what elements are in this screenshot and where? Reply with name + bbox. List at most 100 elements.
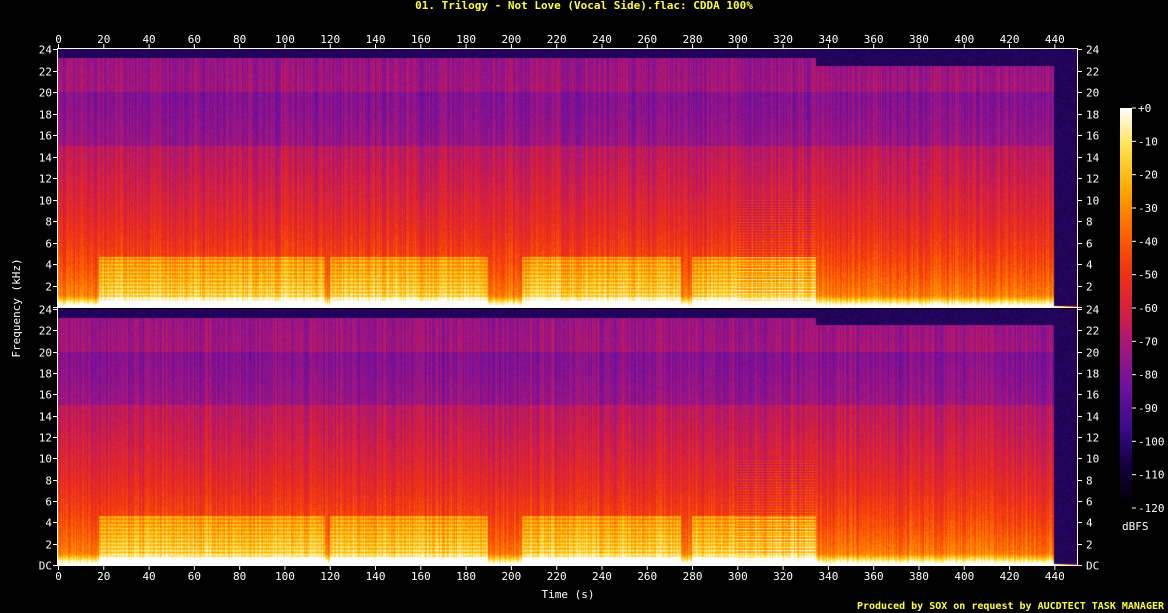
- x-tick-label: 320: [773, 570, 793, 583]
- x-tick-label: 240: [592, 33, 612, 46]
- x-tick-label: 40: [142, 570, 155, 583]
- x-tick-label: 300: [728, 570, 748, 583]
- y-tick-label: 16: [1086, 389, 1099, 402]
- spectrogram-channel-1: [58, 49, 1077, 307]
- y-tick-label: 24: [39, 304, 53, 317]
- y-tick-label: 2: [45, 539, 52, 552]
- x-tick-label: 400: [954, 33, 974, 46]
- x-axis-top: 0 20 40 60 80 100 120 140 160 180 200 220 240 260 280 3…: [55, 33, 1065, 48]
- y-tick-label: 4: [1086, 259, 1093, 272]
- x-tick-label: 260: [637, 570, 657, 583]
- y-tick-label: 22: [1086, 66, 1099, 79]
- colorbar-tick-label: -30: [1138, 202, 1158, 215]
- colorbar-tick-label: -100: [1138, 435, 1165, 448]
- y-tick-label: 22: [39, 325, 52, 338]
- y-tick-label: 4: [45, 259, 52, 272]
- x-tick-label: 440: [1045, 33, 1065, 46]
- y-tick-label: 2: [1086, 539, 1093, 552]
- x-tick-label: 340: [818, 33, 838, 46]
- x-tick-label: 260: [637, 33, 657, 46]
- x-tick-label: 0: [55, 33, 62, 46]
- y-tick-label: DC: [1086, 560, 1099, 573]
- x-tick-label: 320: [773, 33, 793, 46]
- y-tick-label: 22: [39, 66, 52, 79]
- y-tick-label: 12: [39, 173, 52, 186]
- y-tick-label: 2: [45, 281, 52, 294]
- y-tick-label: 14: [39, 411, 53, 424]
- y-tick-label: 18: [39, 368, 52, 381]
- x-tick-label: 0: [55, 570, 62, 583]
- x-tick-label: 140: [366, 570, 386, 583]
- x-tick-label: 380: [909, 570, 929, 583]
- colorbar-tick-label: -20: [1138, 169, 1158, 182]
- y-tick-label: 12: [39, 432, 52, 445]
- y-tick-label: 16: [39, 389, 52, 402]
- y-tick-label: 12: [1086, 432, 1099, 445]
- x-tick-label: 240: [592, 570, 612, 583]
- y-tick-label: 18: [39, 109, 52, 122]
- y-tick-label: 24: [39, 44, 53, 57]
- x-tick-label: 200: [501, 570, 521, 583]
- y-tick-label: 18: [1086, 109, 1099, 122]
- y-tick-label: 20: [39, 87, 52, 100]
- y-tick-label: 14: [1086, 411, 1100, 424]
- y-tick-label: DC: [39, 560, 52, 573]
- x-tick-label: 80: [233, 570, 246, 583]
- x-tick-label: 400: [954, 570, 974, 583]
- x-tick-label: 100: [275, 33, 295, 46]
- colorbar-tick-label: -90: [1138, 402, 1158, 415]
- x-tick-label: 20: [97, 33, 110, 46]
- y-tick-label: 8: [1086, 216, 1093, 229]
- x-tick-label: 220: [547, 570, 567, 583]
- y-tick-label: 4: [1086, 517, 1093, 530]
- y-tick-label: 16: [39, 130, 52, 143]
- spectrogram-images: [58, 49, 1077, 565]
- y-tick-label: 2: [1086, 281, 1093, 294]
- x-tick-label: 160: [411, 570, 431, 583]
- x-tick-label: 60: [188, 33, 201, 46]
- y-tick-label: 20: [1086, 87, 1099, 100]
- y-axis-label: Frequency (kHz): [10, 258, 23, 357]
- x-tick-label: 440: [1045, 570, 1065, 583]
- colorbar-tick-label: -120: [1138, 502, 1165, 515]
- x-tick-label: 300: [728, 33, 748, 46]
- colorbar-tick-label: -50: [1138, 269, 1158, 282]
- y-tick-label: 10: [1086, 195, 1099, 208]
- x-tick-label: 20: [97, 570, 110, 583]
- colorbar-label: dBFS: [1122, 520, 1149, 533]
- colorbar-tick-label: +0: [1138, 102, 1151, 115]
- colorbar: [1120, 108, 1132, 508]
- y-tick-label: 8: [1086, 475, 1093, 488]
- y-tick-label: 6: [1086, 238, 1093, 251]
- colorbar-ticks: +0 -10 -20 -30 -40 -50 -60 -70 -80 -90 -100 -110 -12…: [1132, 102, 1165, 515]
- y-tick-label: 24: [1086, 304, 1100, 317]
- x-tick-label: 100: [275, 570, 295, 583]
- y-tick-label: 8: [45, 216, 52, 229]
- y-tick-label: 12: [1086, 173, 1099, 186]
- y-tick-label: 16: [1086, 130, 1099, 143]
- x-tick-label: 180: [456, 33, 476, 46]
- x-tick-label: 120: [320, 33, 340, 46]
- x-tick-label: 200: [501, 33, 521, 46]
- colorbar-tick-label: -110: [1138, 469, 1165, 482]
- x-tick-label: 340: [818, 570, 838, 583]
- plot-frame: [57, 48, 1078, 566]
- chart-title: 01. Trilogy - Not Love (Vocal Side).flac…: [415, 0, 753, 12]
- x-tick-label: 220: [547, 33, 567, 46]
- y-tick-label: 6: [45, 496, 52, 509]
- x-tick-label: 120: [320, 570, 340, 583]
- y-tick-label: 22: [1086, 325, 1099, 338]
- x-tick-label: 80: [233, 33, 246, 46]
- y-tick-label: 6: [1086, 496, 1093, 509]
- y-tick-label: 10: [39, 453, 52, 466]
- x-tick-label: 280: [683, 33, 703, 46]
- x-tick-label: 420: [1000, 33, 1020, 46]
- y-tick-label: 20: [39, 347, 52, 360]
- y-tick-label: 10: [1086, 453, 1099, 466]
- y-tick-label: 14: [1086, 152, 1100, 165]
- spectrogram-channel-2: [58, 309, 1077, 565]
- y-tick-label: 10: [39, 195, 52, 208]
- y-tick-label: 4: [45, 517, 52, 530]
